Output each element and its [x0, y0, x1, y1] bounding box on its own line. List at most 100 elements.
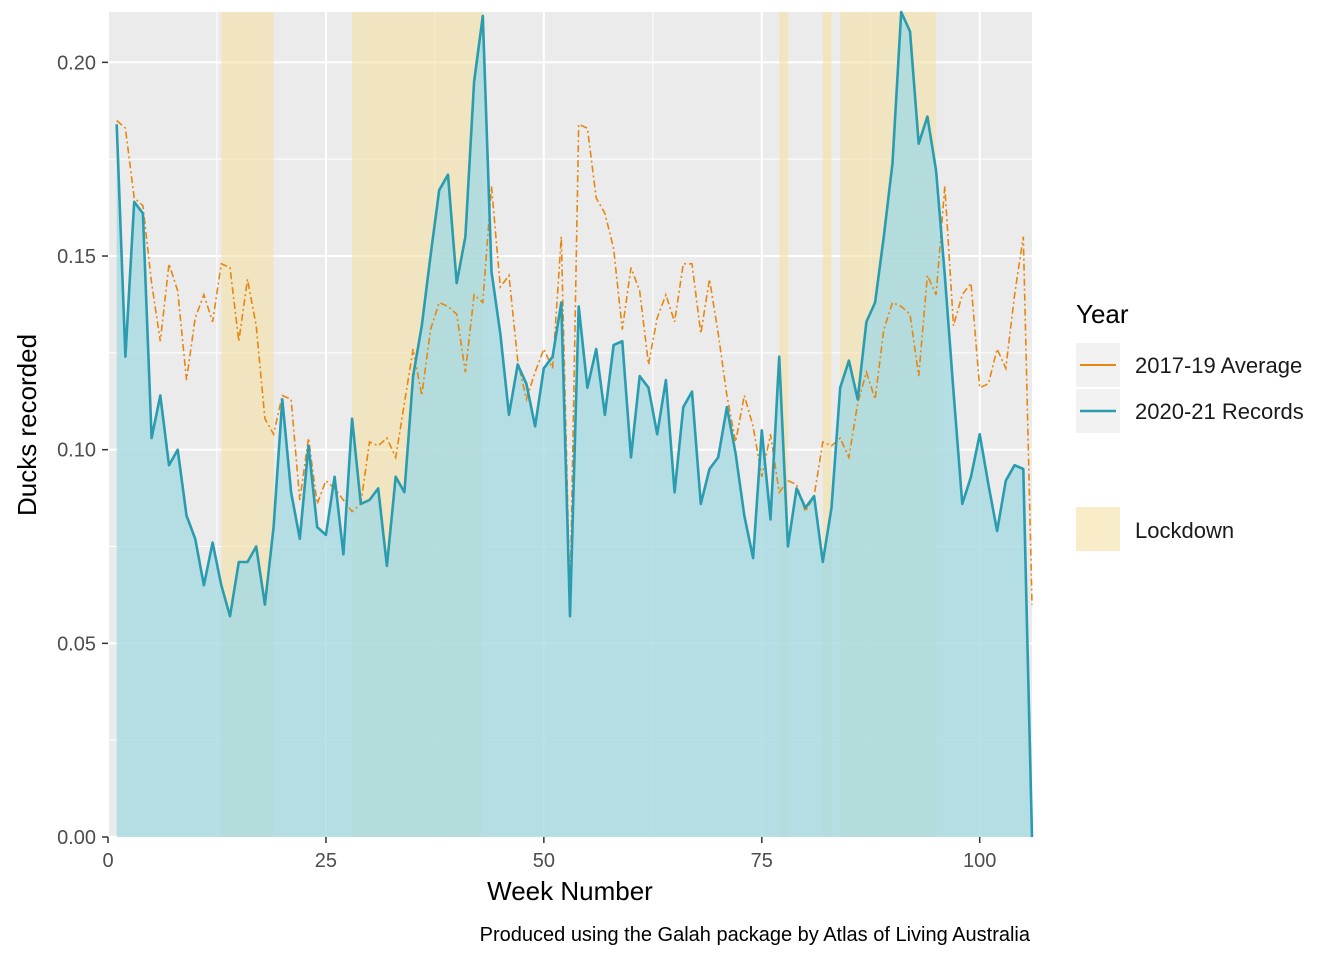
point-2020-21-records: [769, 518, 771, 520]
point-2017-19-average: [647, 363, 649, 365]
point-2017-19-average: [272, 433, 274, 435]
x-tick-label: 100: [963, 850, 996, 872]
point-2017-19-average: [743, 394, 745, 396]
x-tick-label: 25: [315, 850, 337, 872]
point-2017-19-average: [543, 348, 545, 350]
point-2017-19-average: [168, 263, 170, 265]
point-2020-21-records: [848, 359, 850, 361]
point-2020-21-records: [238, 561, 240, 563]
point-2017-19-average: [874, 398, 876, 400]
point-2017-19-average: [961, 294, 963, 296]
point-2020-21-records: [255, 545, 257, 547]
point-2017-19-average: [891, 301, 893, 303]
point-2017-19-average: [508, 274, 510, 276]
point-2020-21-records: [203, 584, 205, 586]
point-2020-21-records: [1022, 468, 1024, 470]
point-2020-21-records: [909, 30, 911, 32]
point-2017-19-average: [133, 197, 135, 199]
point-2017-19-average: [281, 394, 283, 396]
point-2017-19-average: [578, 123, 580, 125]
point-2020-21-records: [647, 387, 649, 389]
point-2017-19-average: [700, 332, 702, 334]
point-2017-19-average: [883, 328, 885, 330]
point-2020-21-records: [918, 143, 920, 145]
point-2020-21-records: [952, 390, 954, 392]
legend-title: Year: [1076, 299, 1129, 329]
point-2017-19-average: [900, 305, 902, 307]
point-2020-21-records: [656, 433, 658, 435]
point-2020-21-records: [822, 561, 824, 563]
point-2020-21-records: [229, 615, 231, 617]
point-2020-21-records: [351, 418, 353, 420]
legend-label-lockdown: Lockdown: [1135, 518, 1234, 543]
point-2020-21-records: [211, 541, 213, 543]
legend-label-2020-21: 2020-21 Records: [1135, 399, 1304, 424]
axes: 0 25 50 75 100 0.00 0.05 0.10 0.15 0.20: [57, 52, 996, 872]
point-2017-19-average: [795, 483, 797, 485]
point-2017-19-average: [177, 290, 179, 292]
point-2020-21-records: [551, 356, 553, 358]
point-2020-21-records: [857, 398, 859, 400]
point-2020-21-records: [639, 375, 641, 377]
point-2020-21-records: [499, 332, 501, 334]
legend: Year 2017-19 Average 2020-21 Records Loc…: [1076, 299, 1304, 551]
point-2017-19-average: [717, 332, 719, 334]
point-2020-21-records: [787, 545, 789, 547]
point-2020-21-records: [316, 526, 318, 528]
point-2020-21-records: [900, 11, 902, 13]
point-2017-19-average: [482, 301, 484, 303]
point-2020-21-records: [116, 123, 118, 125]
point-2017-19-average: [264, 418, 266, 420]
point-2017-19-average: [656, 317, 658, 319]
point-2020-21-records: [944, 274, 946, 276]
point-2020-21-records: [987, 483, 989, 485]
point-2020-21-records: [1031, 836, 1033, 838]
point-2017-19-average: [238, 340, 240, 342]
point-2017-19-average: [612, 247, 614, 249]
point-2017-19-average: [377, 445, 379, 447]
point-2017-19-average: [673, 321, 675, 323]
y-tick-label: 0.10: [57, 440, 96, 462]
point-2017-19-average: [865, 371, 867, 373]
point-2020-21-records: [682, 406, 684, 408]
point-2017-19-average: [708, 278, 710, 280]
point-2020-21-records: [743, 514, 745, 516]
point-2017-19-average: [211, 321, 213, 323]
point-2017-19-average: [229, 266, 231, 268]
point-2020-21-records: [795, 487, 797, 489]
point-2020-21-records: [691, 390, 693, 392]
point-2017-19-average: [517, 359, 519, 361]
point-2017-19-average: [395, 456, 397, 458]
point-2017-19-average: [665, 294, 667, 296]
point-2020-21-records: [142, 212, 144, 214]
point-2020-21-records: [299, 538, 301, 540]
point-2017-19-average: [534, 371, 536, 373]
point-2017-19-average: [752, 425, 754, 427]
point-2020-21-records: [612, 344, 614, 346]
point-2017-19-average: [604, 212, 606, 214]
point-2017-19-average: [473, 294, 475, 296]
point-2017-19-average: [429, 328, 431, 330]
legend-label-2017-19: 2017-19 Average: [1135, 353, 1302, 378]
point-2020-21-records: [438, 189, 440, 191]
point-2017-19-average: [778, 491, 780, 493]
point-2020-21-records: [482, 15, 484, 17]
point-2020-21-records: [281, 398, 283, 400]
point-2017-19-average: [525, 398, 527, 400]
point-2017-19-average: [333, 487, 335, 489]
point-2020-21-records: [185, 514, 187, 516]
point-2017-19-average: [490, 185, 492, 187]
point-2020-21-records: [456, 282, 458, 284]
point-2020-21-records: [421, 325, 423, 327]
point-2017-19-average: [220, 263, 222, 265]
point-2020-21-records: [804, 507, 806, 509]
point-2020-21-records: [473, 81, 475, 83]
point-2017-19-average: [935, 294, 937, 296]
point-2017-19-average: [560, 235, 562, 237]
point-2020-21-records: [133, 201, 135, 203]
point-2017-19-average: [918, 375, 920, 377]
point-2020-21-records: [595, 348, 597, 350]
point-2017-19-average: [551, 367, 553, 369]
point-2020-21-records: [220, 584, 222, 586]
